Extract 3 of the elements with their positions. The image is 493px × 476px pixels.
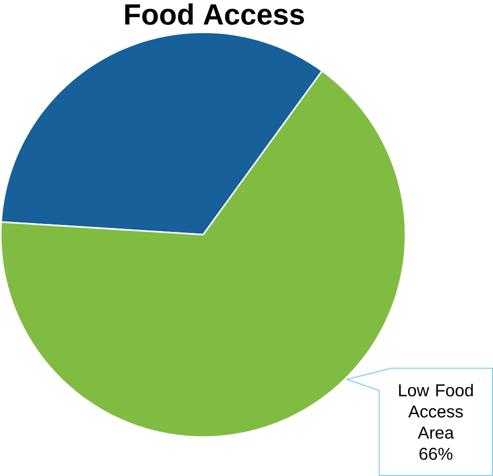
data-label: 66% bbox=[420, 448, 452, 460]
slice-label: Low Food Access Area bbox=[399, 384, 473, 439]
chart-title: Food Access bbox=[125, 3, 304, 25]
